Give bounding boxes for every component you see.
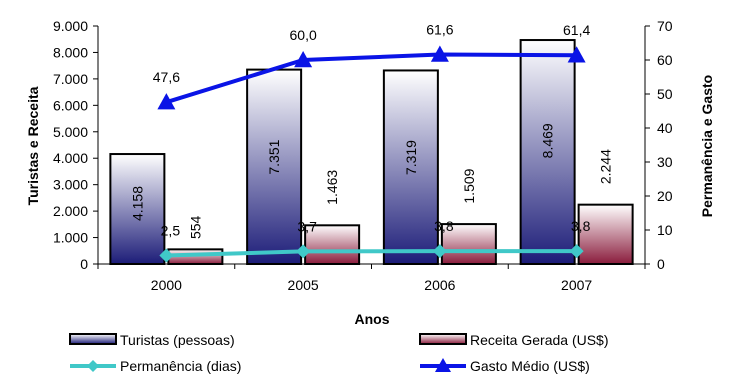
right-tick-label: 70 <box>657 18 673 34</box>
right-axis-ticks: 0 10 20 30 40 50 60 70 <box>645 18 673 272</box>
right-tick-label: 20 <box>657 188 673 204</box>
marker-gasto-medio <box>294 51 313 68</box>
data-labels-layer: 4.158 554 7.351 1.463 7.319 1.509 8.469 2.244 47… <box>129 22 613 239</box>
bar-receita <box>577 203 634 265</box>
left-tick-label: 2.000 <box>53 203 88 219</box>
x-tick-label: 2006 <box>424 277 455 293</box>
marker-permanencia <box>569 244 584 259</box>
left-axis-ticks: 0 1.000 2.000 3.000 4.000 5.000 6.000 7.000 8.00… <box>53 18 98 272</box>
y-axis-title-left: Turistas e Receita <box>25 86 41 205</box>
legend-swatch <box>419 333 467 345</box>
right-tick-label: 30 <box>657 154 673 170</box>
label-permanencia: 2,5 <box>161 223 181 239</box>
marker-permanencia <box>432 244 447 259</box>
left-tick-label: 0 <box>80 256 88 272</box>
legend: Turistas (pessoas) Receita Gerada (US$) Pe… <box>69 332 609 374</box>
label-receita: 1.509 <box>461 168 477 203</box>
marker-permanencia <box>159 248 174 263</box>
marker-gasto-medio <box>567 46 586 63</box>
right-tick-label: 60 <box>657 52 673 68</box>
label-gasto-medio: 61,4 <box>563 22 590 38</box>
label-permanencia: 3,7 <box>297 218 317 234</box>
right-tick-label: 40 <box>657 120 673 136</box>
legend-marker <box>435 358 451 372</box>
right-tick-label: 50 <box>657 86 673 102</box>
line-gasto-medio <box>165 52 577 105</box>
marker-permanencia <box>296 244 311 259</box>
left-tick-label: 1.000 <box>53 230 88 246</box>
legend-label: Gasto Médio (US$) <box>470 358 590 374</box>
bar-receita <box>304 224 361 266</box>
label-gasto-medio: 47,6 <box>153 69 180 85</box>
legend-label: Turistas (pessoas) <box>120 332 235 348</box>
marker-gasto-medio <box>157 93 176 110</box>
x-axis-ticks: 2000 2005 2006 2007 <box>97 264 646 293</box>
label-permanencia: 3,8 <box>571 218 591 234</box>
label-gasto-medio: 61,6 <box>426 22 453 38</box>
label-receita: 1.463 <box>324 170 340 205</box>
left-tick-label: 9.000 <box>53 18 88 34</box>
legend-label: Receita Gerada (US$) <box>470 332 609 348</box>
label-receita: 2.244 <box>598 149 614 184</box>
left-tick-label: 5.000 <box>53 124 88 140</box>
label-receita: 554 <box>187 215 203 239</box>
label-turistas: 4.158 <box>129 186 145 221</box>
x-axis-title: Anos <box>355 311 390 327</box>
bars-layer <box>109 39 634 266</box>
bar-turistas <box>519 39 576 265</box>
left-tick-label: 7.000 <box>53 71 88 87</box>
legend-swatch <box>69 333 117 345</box>
line-permanencia <box>166 249 577 258</box>
x-tick-label: 2005 <box>288 277 319 293</box>
label-turistas: 8.469 <box>540 123 556 158</box>
label-gasto-medio: 60,0 <box>290 27 317 43</box>
marker-gasto-medio <box>430 45 449 62</box>
y-axis-title-right: Permanência e Gasto <box>699 75 715 217</box>
bar-turistas <box>382 69 439 265</box>
label-permanencia: 3,8 <box>434 218 454 234</box>
label-turistas: 7.351 <box>266 139 282 174</box>
left-tick-label: 6.000 <box>53 97 88 113</box>
bar-turistas <box>246 68 303 265</box>
right-tick-label: 0 <box>657 256 665 272</box>
label-turistas: 7.319 <box>403 140 419 175</box>
legend-marker <box>87 360 99 372</box>
left-tick-label: 8.000 <box>53 44 88 60</box>
left-tick-label: 4.000 <box>53 150 88 166</box>
right-tick-label: 10 <box>657 222 673 238</box>
x-tick-label: 2007 <box>561 277 592 293</box>
left-tick-label: 3.000 <box>53 177 88 193</box>
legend-label: Permanência (dias) <box>120 358 241 374</box>
lines-layer <box>157 45 586 263</box>
x-tick-label: 2000 <box>151 277 182 293</box>
